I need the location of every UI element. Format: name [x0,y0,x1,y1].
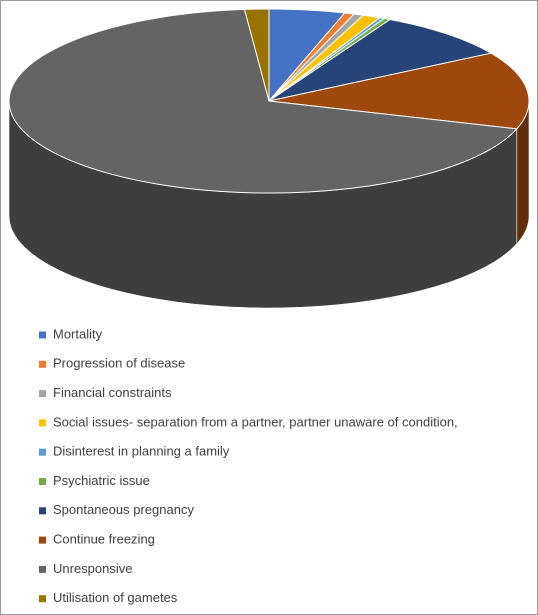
legend-marker [39,360,46,368]
legend-marker [39,419,46,427]
legend-marker [39,390,46,398]
slice [8,8,518,194]
legend-label: Financial constraints [53,385,172,400]
slice [268,19,493,102]
legend-marker [39,565,46,573]
legend-marker [39,595,46,603]
legend-label: Spontaneous pregnancy [53,502,194,517]
legend-label: Social issues- separation from a partner… [53,414,458,429]
legend-label: Progression of disease [53,356,185,371]
legend-label: Unresponsive [53,561,133,576]
slice [268,52,530,130]
legend-label: Continue freezing [53,532,155,547]
slice [243,8,270,102]
legend-marker [39,448,46,456]
slice [268,8,346,103]
legend-marker [39,331,46,339]
legend-marker [39,507,46,515]
legend-label: Mortality [53,326,103,341]
legend-label: Psychiatric issue [53,473,150,488]
legend-marker [39,478,46,485]
legend-marker [39,536,46,544]
legend-label: Utilisation of gametes [53,590,178,605]
legend-label: Disinterest in planning a family [53,444,230,459]
